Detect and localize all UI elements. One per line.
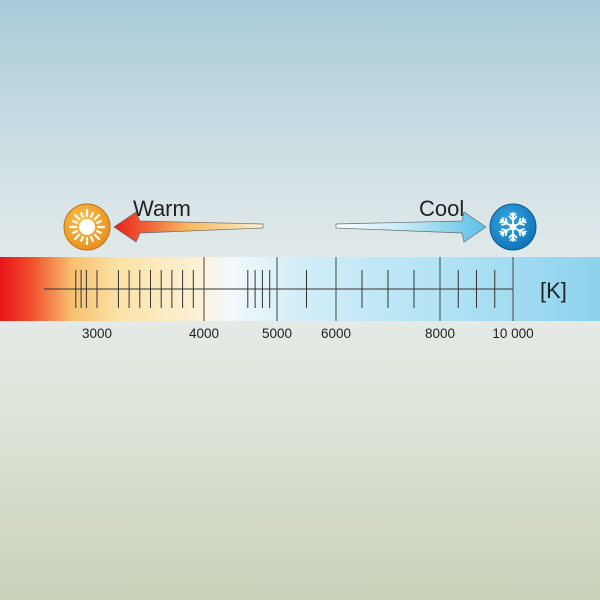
tick-labels: 3000 4000 5000 6000 8000 10 000 bbox=[82, 326, 534, 341]
major-ticks bbox=[203, 257, 514, 321]
tick-label: 4000 bbox=[189, 326, 219, 341]
snowflake-icon bbox=[489, 203, 537, 251]
tick-label: 8000 bbox=[425, 326, 455, 341]
tick-label: 10 000 bbox=[492, 326, 533, 341]
sun-icon bbox=[63, 203, 111, 251]
cool-arrow bbox=[335, 211, 487, 243]
warm-arrow bbox=[113, 211, 264, 243]
tick-label: 6000 bbox=[321, 326, 351, 341]
unit-label: [K] bbox=[540, 278, 567, 303]
cool-label: Cool bbox=[419, 196, 464, 221]
warm-label: Warm bbox=[133, 196, 191, 221]
tick-label: 3000 bbox=[82, 326, 112, 341]
tick-label: 5000 bbox=[262, 326, 292, 341]
minor-ticks bbox=[75, 270, 496, 308]
